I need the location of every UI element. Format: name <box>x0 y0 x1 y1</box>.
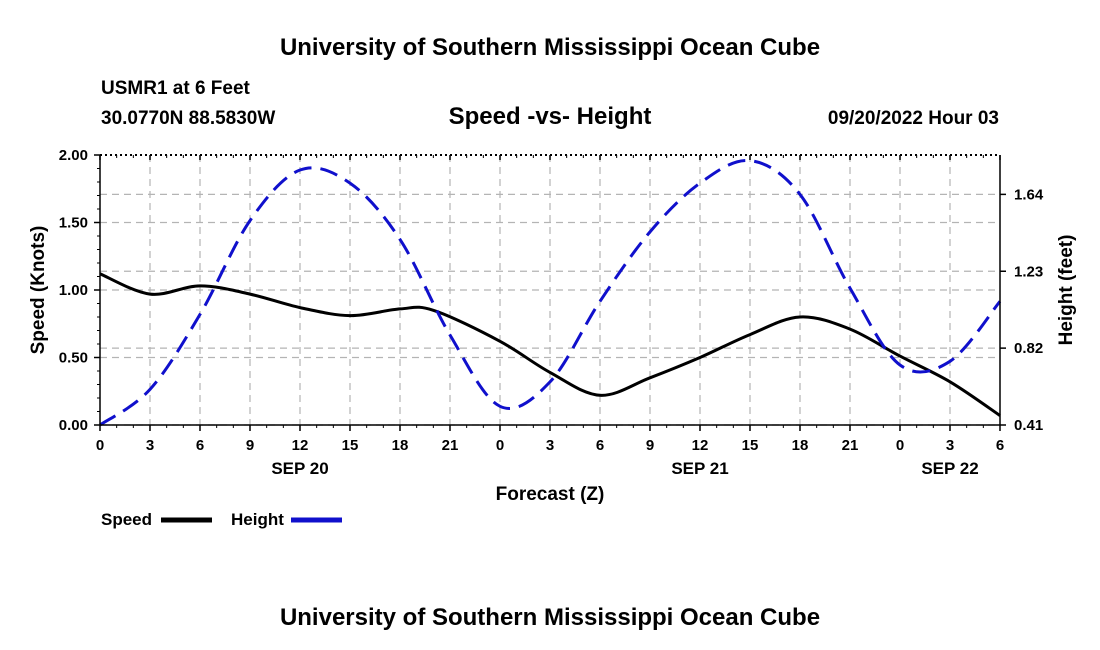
station-date: 09/20/2022 Hour 03 <box>828 108 999 129</box>
x-tick-label: 9 <box>246 437 254 454</box>
y2-tick-label: 1.64 <box>1014 186 1044 203</box>
y-axis-label: Speed (Knots) <box>28 226 49 355</box>
grid-lines <box>100 155 1000 426</box>
y-tick-label: 2.00 <box>59 147 88 164</box>
y2-tick-label: 0.82 <box>1014 340 1043 357</box>
x-tick-label: 6 <box>596 437 604 454</box>
x-tick-label: 0 <box>896 437 904 454</box>
y2-tick-label: 0.41 <box>1014 417 1043 434</box>
y-tick-label: 0.00 <box>59 417 88 434</box>
x-tick-label: 3 <box>546 437 554 454</box>
x-tick-label: 0 <box>96 437 104 454</box>
x-axis-label: Forecast (Z) <box>496 484 605 505</box>
x-tick-label: 6 <box>196 437 204 454</box>
date-label: SEP 22 <box>921 459 978 478</box>
y2-tick-label: 1.23 <box>1014 263 1043 280</box>
y-tick-label: 1.50 <box>59 215 88 232</box>
x-tick-label: 6 <box>996 437 1004 454</box>
legend: Speed Height <box>101 510 342 529</box>
x-tick-label: 9 <box>646 437 654 454</box>
legend-height-label: Height <box>231 510 284 529</box>
date-label: SEP 20 <box>271 459 328 478</box>
series-line-speed <box>99 272 1001 417</box>
footer-title: University of Southern Mississippi Ocean… <box>280 604 820 631</box>
page-title: University of Southern Mississippi Ocean… <box>280 34 820 61</box>
y2-axis-label: Height (feet) <box>1056 235 1077 346</box>
x-tick-label: 18 <box>792 437 809 454</box>
x-tick-label: 21 <box>442 437 459 454</box>
x-tick-label: 21 <box>842 437 859 454</box>
legend-speed-label: Speed <box>101 510 152 529</box>
y-tick-label: 1.00 <box>59 282 88 299</box>
x-tick-label: 0 <box>496 437 504 454</box>
x-tick-label: 12 <box>692 437 709 454</box>
station-name: USMR1 at 6 Feet <box>101 78 251 99</box>
x-tick-label: 12 <box>292 437 309 454</box>
x-tick-label: 3 <box>946 437 954 454</box>
chart-title: Speed -vs- Height <box>449 103 652 130</box>
series-layer <box>99 159 1002 427</box>
x-tick-label: 3 <box>146 437 154 454</box>
x-tick-label: 15 <box>742 437 759 454</box>
x-tick-label: 15 <box>342 437 359 454</box>
x-tick-label: 18 <box>392 437 409 454</box>
axes <box>94 154 1006 431</box>
series-line-height <box>99 159 1002 427</box>
station-coords: 30.0770N 88.5830W <box>101 108 275 129</box>
tick-labels: 0 3 6 9 12 15 18 21 0 3 6 9 12 15 18 21 0 3 6 SEP 20 SEP 21 S… <box>59 147 1044 478</box>
date-label: SEP 21 <box>671 459 728 478</box>
y-tick-label: 0.50 <box>59 350 88 367</box>
